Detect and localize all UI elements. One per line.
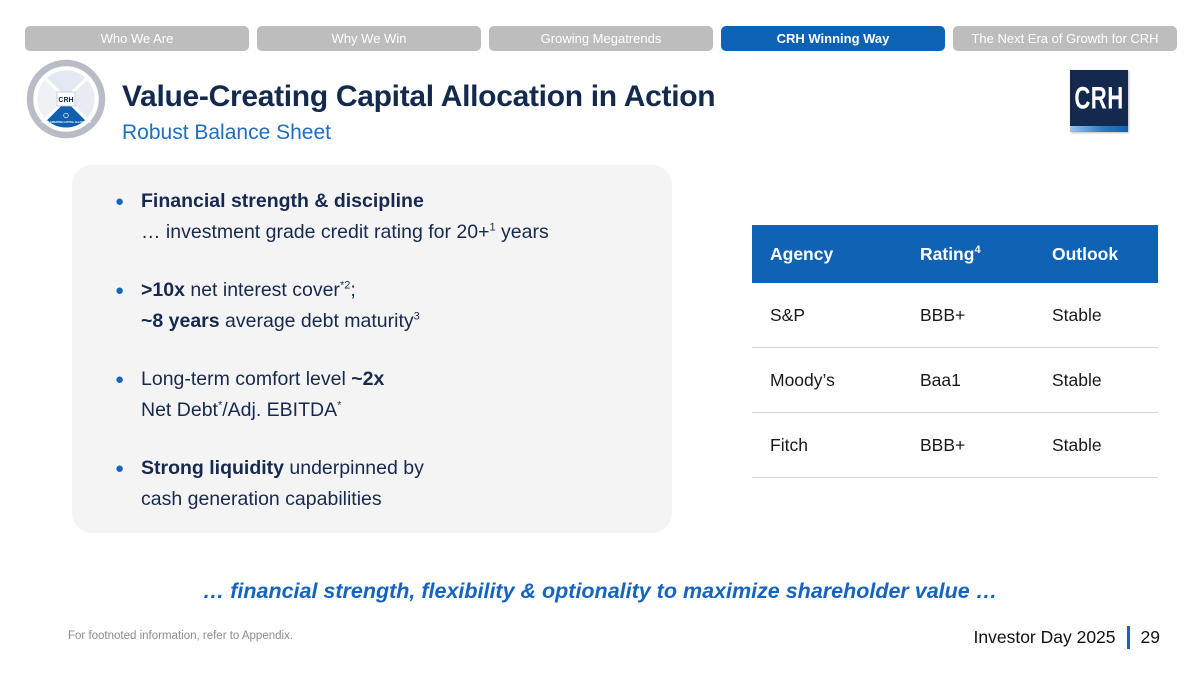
page-subtitle: Robust Balance Sheet bbox=[122, 121, 331, 144]
column-header-agency: Agency bbox=[752, 225, 920, 283]
bullet-text: cash generation capabilities bbox=[141, 488, 382, 510]
list-item: ● Financial strength & discipline … inve… bbox=[115, 186, 648, 248]
wheel-highlight-icon bbox=[63, 112, 69, 119]
bullet-text: Strong liquidity bbox=[141, 457, 284, 479]
wheel-center-label: CRH bbox=[58, 97, 73, 104]
tab-next-era-of-growth[interactable]: The Next Era of Growth for CRH bbox=[953, 26, 1177, 51]
table-header-row: Agency Rating4 Outlook bbox=[752, 225, 1158, 283]
cell-rating: Baa1 bbox=[920, 347, 1052, 413]
cell-outlook: Stable bbox=[1052, 347, 1158, 413]
cell-rating: BBB+ bbox=[920, 412, 1052, 478]
crh-logo-accent-bar bbox=[1070, 126, 1128, 132]
tab-who-we-are[interactable]: Who We Are bbox=[25, 26, 249, 51]
event-label: Investor Day 2025 bbox=[973, 627, 1116, 647]
crh-logo: CRH bbox=[1070, 70, 1128, 132]
footnote-ref: 1 bbox=[489, 221, 496, 234]
section-nav: Who We Are Why We Win Growing Megatrends… bbox=[25, 26, 1177, 51]
list-item: ● >10x net interest cover*2; ~8 years av… bbox=[115, 275, 648, 337]
bullet-dot: ● bbox=[115, 460, 125, 477]
bullet-dot: ● bbox=[115, 282, 125, 299]
key-points-list: ● Financial strength & discipline … inve… bbox=[72, 165, 672, 515]
tab-growing-megatrends[interactable]: Growing Megatrends bbox=[489, 26, 713, 51]
key-points-panel: ● Financial strength & discipline … inve… bbox=[72, 165, 672, 533]
bullet-text: Net Debt bbox=[141, 399, 218, 421]
bullet-text: Long-term comfort level bbox=[141, 368, 352, 390]
table-row: Fitch BBB+ Stable bbox=[752, 412, 1158, 478]
credit-ratings-table: Agency Rating4 Outlook S&P BBB+ Stable M… bbox=[752, 225, 1158, 478]
column-header-rating: Rating4 bbox=[920, 225, 1052, 283]
bullet-text: average debt maturity bbox=[219, 310, 414, 332]
tab-why-we-win[interactable]: Why We Win bbox=[257, 26, 481, 51]
page-divider bbox=[1126, 626, 1130, 649]
bullet-text: underpinned by bbox=[283, 457, 424, 479]
page-title: Value-Creating Capital Allocation in Act… bbox=[122, 80, 716, 113]
tab-crh-winning-way[interactable]: CRH Winning Way bbox=[721, 26, 945, 51]
list-item: ● Strong liquidity underpinned by cash g… bbox=[115, 453, 648, 515]
cell-rating: BBB+ bbox=[920, 283, 1052, 348]
footer-page-info: Investor Day 2025 29 bbox=[973, 626, 1160, 649]
bullet-text: ~8 years bbox=[141, 310, 220, 332]
tagline: … financial strength, flexibility & opti… bbox=[202, 579, 998, 603]
bullet-dot: ● bbox=[115, 193, 125, 210]
footnote-ref: * bbox=[337, 399, 342, 412]
capital-allocation-wheel-icon: VALUE CREATING CAPITAL ALLOCATION CRH bbox=[26, 59, 106, 144]
footnote-ref: *2 bbox=[339, 279, 351, 292]
table-row: Moody’s Baa1 Stable bbox=[752, 347, 1158, 413]
footnote-ref: * bbox=[217, 399, 223, 412]
cell-agency: Fitch bbox=[752, 412, 920, 478]
bullet-text: years bbox=[495, 221, 549, 243]
cell-outlook: Stable bbox=[1052, 412, 1158, 478]
bullet-text: … investment grade credit rating for 20+ bbox=[141, 221, 490, 243]
bullet-text: Financial strength & discipline bbox=[141, 190, 424, 212]
bullet-dot: ● bbox=[115, 371, 125, 388]
bullet-text: >10x bbox=[141, 279, 185, 301]
bullet-text: ~2x bbox=[351, 368, 385, 390]
wheel-highlight-label: VALUE CREATING CAPITAL ALLOCATION bbox=[41, 121, 91, 124]
list-item: ● Long-term comfort level ~2x Net Debt*/… bbox=[115, 364, 648, 426]
bullet-text: ; bbox=[350, 279, 356, 301]
footnote-ref: 4 bbox=[974, 243, 981, 256]
footnote-ref: 3 bbox=[413, 310, 420, 323]
cell-agency: Moody’s bbox=[752, 347, 920, 413]
crh-logo-text: CRH bbox=[1074, 80, 1124, 115]
footnote: For footnoted information, refer to Appe… bbox=[68, 630, 294, 642]
column-header-outlook: Outlook bbox=[1052, 225, 1158, 283]
page-number: 29 bbox=[1140, 627, 1160, 647]
table-row: S&P BBB+ Stable bbox=[752, 283, 1158, 348]
cell-agency: S&P bbox=[752, 283, 920, 348]
cell-outlook: Stable bbox=[1052, 283, 1158, 348]
bullet-text: net interest cover bbox=[184, 279, 340, 301]
bullet-text: /Adj. EBITDA bbox=[222, 399, 338, 421]
